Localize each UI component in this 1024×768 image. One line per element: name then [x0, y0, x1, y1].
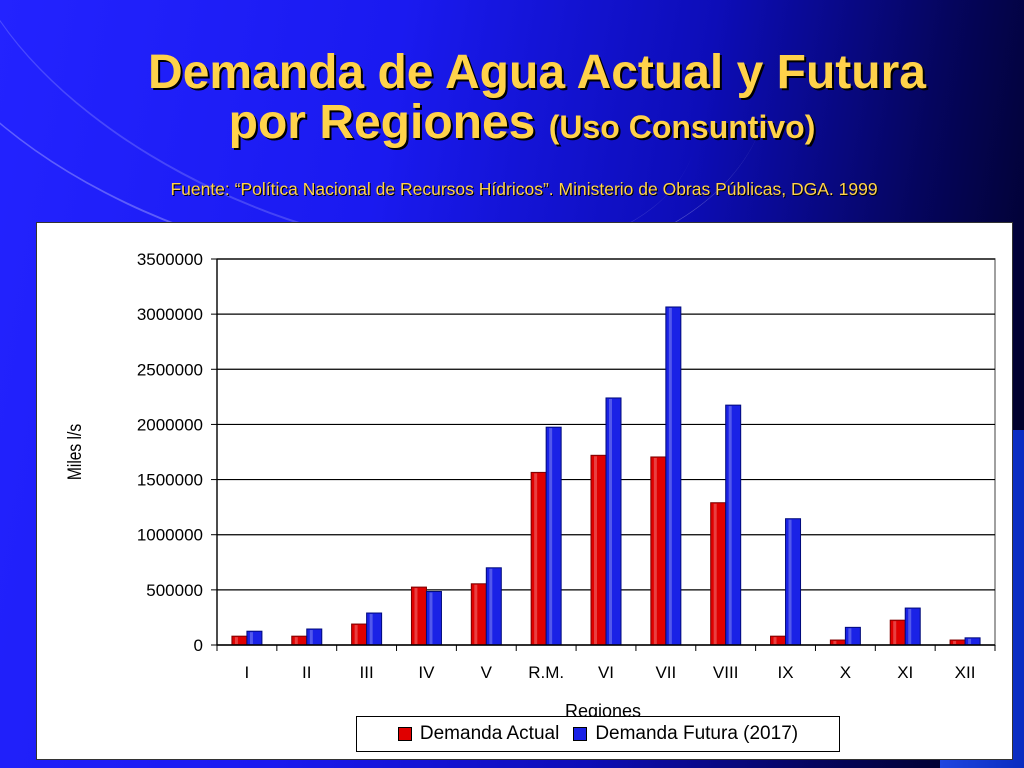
- bar-demanda-futura: [366, 612, 383, 646]
- y-tick-label: 1000000: [137, 526, 203, 545]
- bar-highlight: [773, 637, 777, 644]
- bar-demanda-actual: [351, 623, 368, 646]
- bar-highlight: [429, 592, 433, 644]
- bar-highlight: [234, 637, 238, 644]
- axes: [211, 258, 996, 651]
- y-tick-label: 2000000: [137, 415, 203, 434]
- bar-highlight: [713, 503, 717, 644]
- bar-highlight: [594, 456, 597, 644]
- source-citation: Fuente: “Política Nacional de Recursos H…: [170, 179, 878, 199]
- chart-legend: Demanda Actual Demanda Futura (2017): [356, 716, 840, 752]
- y-axis-label: Miles l/s: [64, 424, 86, 481]
- bar-demanda-futura: [665, 306, 682, 646]
- bar-demanda-actual: [590, 454, 607, 646]
- bar-highlight: [549, 428, 553, 644]
- x-tick-label: I: [245, 663, 250, 682]
- bar-highlight: [968, 638, 972, 644]
- bar-highlight: [728, 406, 732, 644]
- bar-demanda-futura: [904, 607, 921, 646]
- x-tick-labels: I II III IV V R.M. VI VII VIII IX X XI XII: [245, 663, 976, 682]
- bar-highlight: [414, 588, 418, 644]
- legend-swatch-blue: [573, 727, 588, 741]
- title-line-2: por Regiones (Uso Consuntivo): [0, 98, 1024, 148]
- y-tick-label: 3000000: [137, 305, 203, 324]
- x-tick-label: X: [840, 663, 851, 682]
- y-tick-label: 0: [194, 636, 203, 655]
- x-tick-label: VIII: [713, 663, 739, 682]
- bar-highlight: [489, 568, 493, 644]
- x-tick-label: IX: [778, 663, 794, 682]
- bar-demanda-actual: [291, 635, 308, 646]
- x-tick-label: V: [481, 663, 493, 682]
- legend-label-actual: Demanda Actual: [419, 723, 560, 744]
- bar-demanda-actual: [770, 635, 787, 646]
- bar-highlight: [653, 457, 657, 644]
- legend-label-futura: Demanda Futura (2017): [595, 723, 799, 744]
- slide-title: Demanda de Agua Actual y Futura por Regi…: [0, 46, 1024, 149]
- x-tick-label: XI: [897, 663, 913, 682]
- bar-demanda-futura: [306, 628, 323, 646]
- bar-demanda-futura: [485, 567, 502, 646]
- bar-highlight: [534, 473, 538, 644]
- bar-demanda-futura: [605, 397, 622, 646]
- bar-demanda-futura: [545, 426, 562, 646]
- y-tick-label: 3500000: [137, 250, 203, 269]
- bar-demanda-futura: [725, 404, 742, 646]
- x-tick-label: VI: [598, 663, 614, 682]
- bar-demanda-actual: [530, 471, 547, 646]
- bar-demanda-actual: [410, 586, 427, 646]
- bar-demanda-actual: [889, 619, 906, 646]
- y-tick-label: 500000: [146, 581, 203, 600]
- bar-chart: 0 500000 1000000 1500000 2000000 2500000 30000…: [64, 250, 996, 721]
- x-tick-label: IV: [418, 663, 435, 682]
- chart-panel: 0 500000 1000000 1500000 2000000 2500000 30000…: [36, 222, 1013, 760]
- bar-demanda-futura: [785, 518, 802, 646]
- bar-highlight: [369, 614, 373, 644]
- title-subtitle: (Uso Consuntivo): [548, 109, 816, 146]
- bar-highlight: [249, 632, 253, 644]
- y-tick-labels: 0 500000 1000000 1500000 2000000 2500000 30000…: [137, 250, 203, 655]
- y-tick-label: 2500000: [137, 360, 203, 379]
- bar-demanda-futura: [844, 626, 861, 646]
- bar-highlight: [953, 641, 957, 644]
- legend-swatch-red: [397, 727, 412, 741]
- bar-highlight: [848, 628, 852, 644]
- bar-highlight: [908, 609, 912, 644]
- x-tick-label: R.M.: [528, 663, 564, 682]
- bar-demanda-actual: [650, 456, 667, 646]
- bar-highlight: [609, 398, 612, 644]
- x-tick-label: XII: [955, 663, 976, 682]
- bar-highlight: [294, 637, 298, 644]
- x-tick-label: II: [302, 663, 311, 682]
- legend-item-actual: Demanda Actual: [397, 723, 560, 745]
- bar-highlight: [788, 519, 792, 644]
- bar-demanda-actual: [710, 502, 727, 646]
- bar-demanda-futura: [246, 630, 263, 646]
- bar-highlight: [833, 641, 837, 644]
- bar-highlight: [668, 307, 672, 644]
- bar-highlight: [474, 584, 478, 644]
- legend-item-futura: Demanda Futura (2017): [573, 723, 798, 745]
- bar-demanda-futura: [964, 637, 981, 646]
- bar-demanda-actual: [231, 635, 248, 646]
- x-tick-label: III: [360, 663, 374, 682]
- x-tick-label: VII: [655, 663, 676, 682]
- y-tick-label: 1500000: [137, 471, 203, 490]
- title-line-2-main: por Regiones: [228, 96, 536, 150]
- bars: [231, 306, 981, 646]
- bar-demanda-futura: [425, 591, 442, 646]
- bar-highlight: [893, 621, 897, 644]
- bar-highlight: [354, 625, 358, 644]
- bar-highlight: [309, 630, 313, 644]
- bar-demanda-actual: [470, 583, 487, 646]
- title-line-1: Demanda de Agua Actual y Futura: [148, 46, 926, 99]
